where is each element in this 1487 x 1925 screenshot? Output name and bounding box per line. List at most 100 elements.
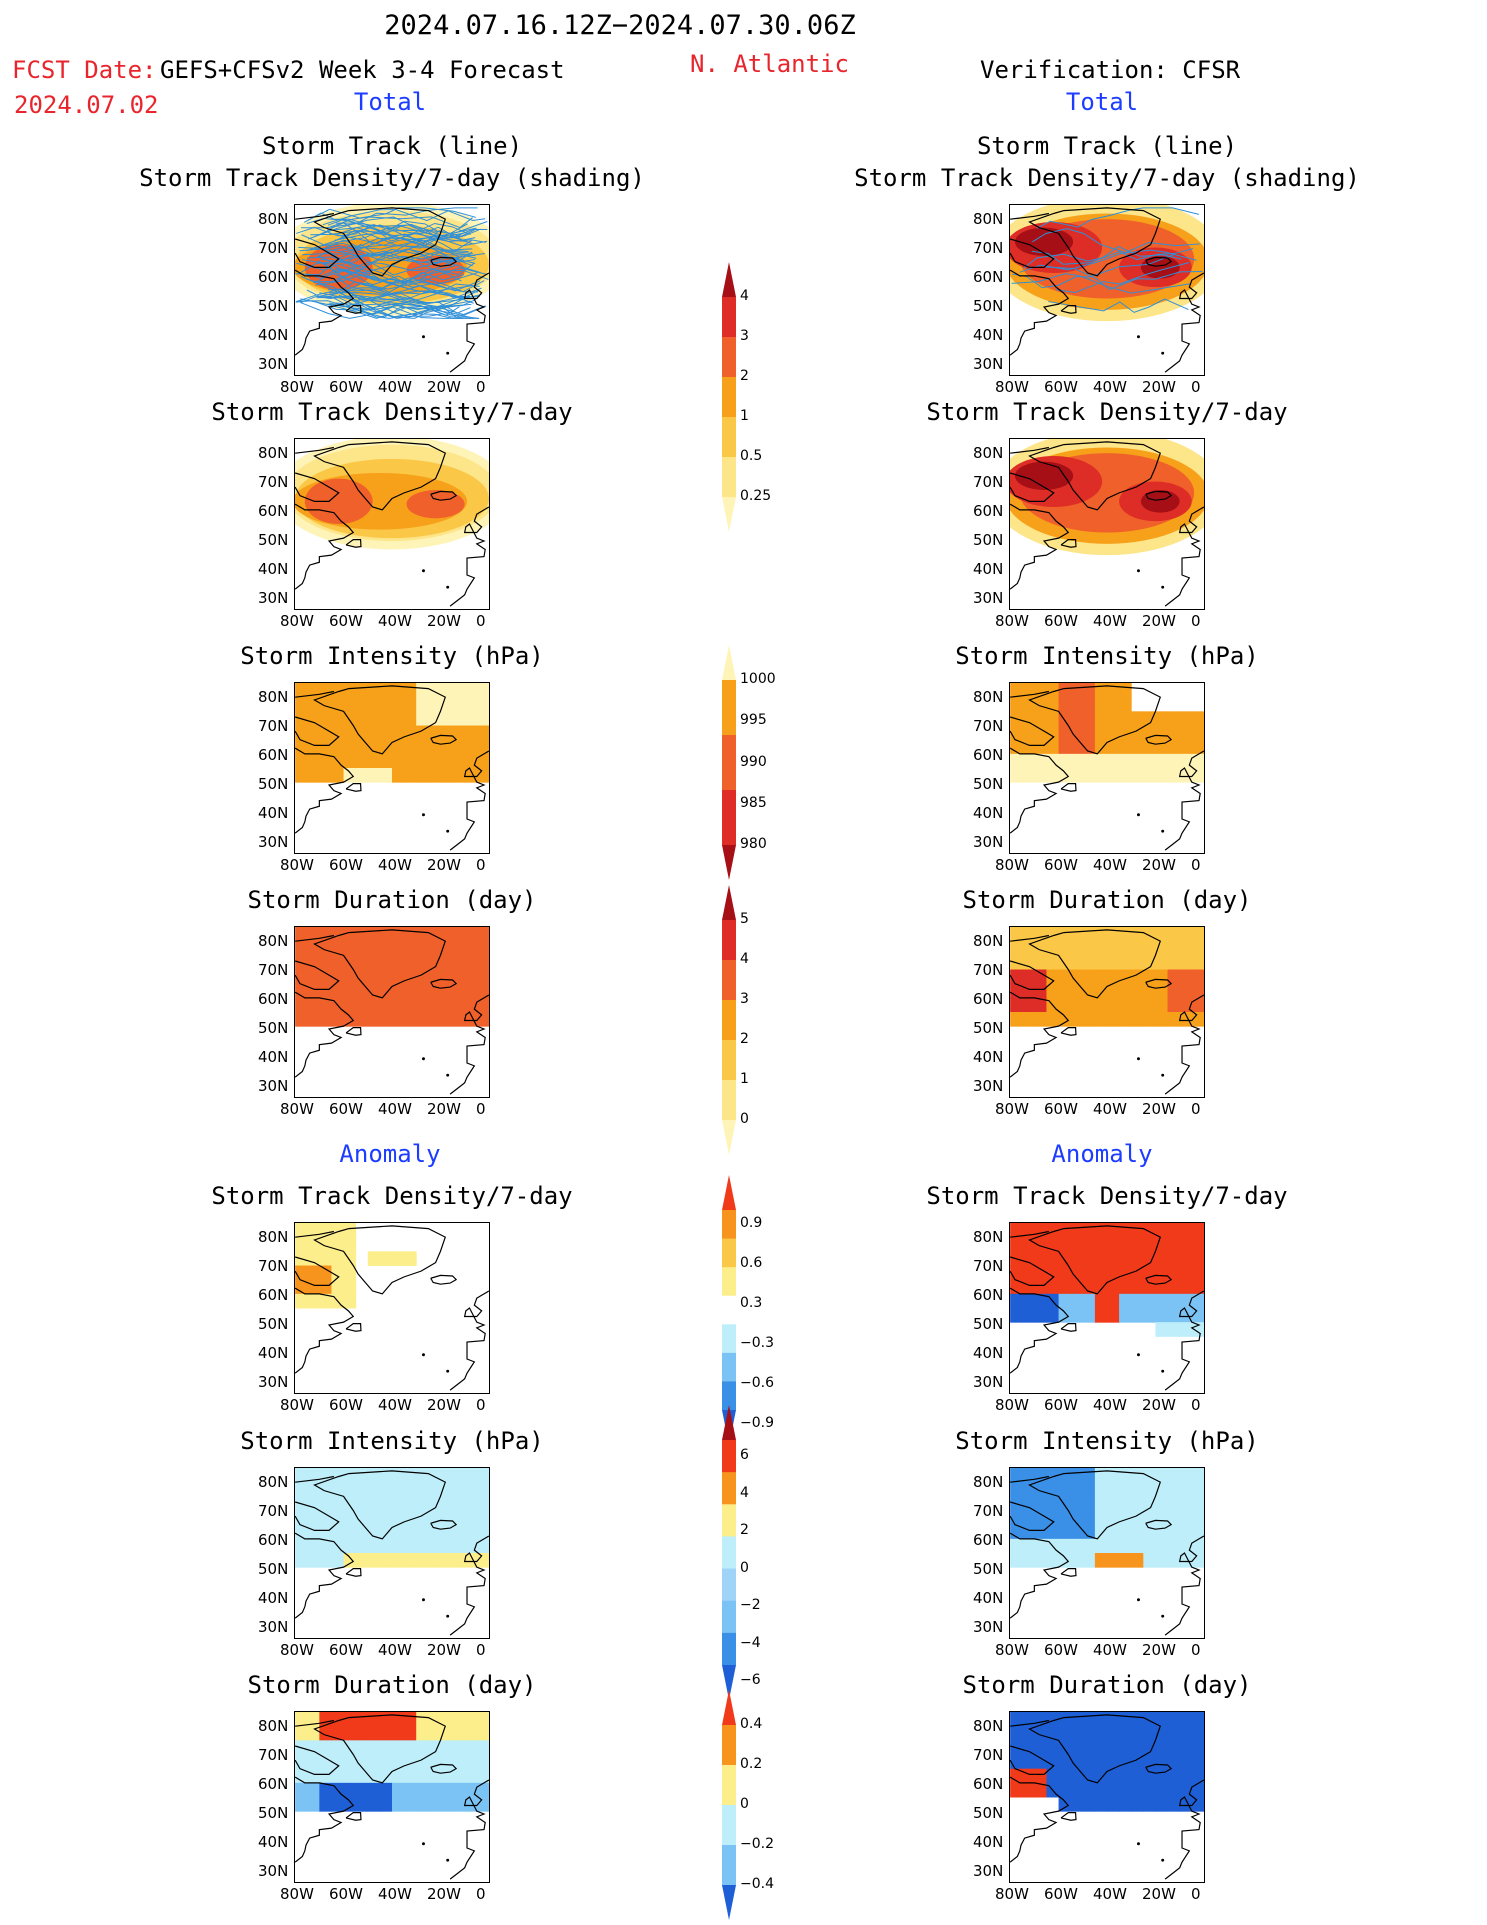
- colorbar-intensity_anom: [722, 1405, 782, 1700]
- lat-label: 30N: [973, 355, 1004, 373]
- colorbar-duration_total: [722, 885, 782, 1155]
- coastline: [1010, 929, 1204, 1095]
- lon-label: 0: [1191, 1100, 1201, 1118]
- colorbar-label: −0.3: [740, 1335, 774, 1352]
- lat-label: 80N: [258, 688, 289, 706]
- lat-label: 30N: [258, 833, 289, 851]
- lon-label: 20W: [427, 1100, 461, 1118]
- lon-label: 60W: [1044, 856, 1078, 874]
- lat-label: 80N: [258, 1473, 289, 1491]
- colorbar-label: −0.9: [740, 1415, 774, 1432]
- map-panel: [1009, 1467, 1205, 1639]
- lon-label: 20W: [1142, 1100, 1176, 1118]
- panel-title: Storm Track (line): [261, 132, 523, 160]
- lat-label: 60N: [973, 502, 1004, 520]
- coastline: [295, 1470, 489, 1636]
- lat-label: 60N: [973, 746, 1004, 764]
- fcst-date-label: FCST Date:: [12, 56, 157, 84]
- lat-label: 40N: [973, 1048, 1004, 1066]
- colorbar-label: 0.2: [740, 1756, 763, 1772]
- colorbar-label: 0.25: [740, 488, 772, 504]
- coastline: [1010, 1470, 1204, 1636]
- map-panel: [1009, 1222, 1205, 1394]
- period-title: 2024.07.16.12Z−2024.07.30.06Z: [384, 10, 856, 41]
- lon-label: 60W: [1044, 378, 1078, 396]
- lon-label: 40W: [378, 612, 412, 630]
- lat-label: 80N: [973, 1228, 1004, 1246]
- lon-label: 80W: [995, 1885, 1029, 1903]
- map-panel: [294, 1711, 490, 1883]
- right-total-label: Total: [1065, 88, 1139, 116]
- lat-label: 80N: [973, 444, 1004, 462]
- lat-label: 70N: [973, 239, 1004, 257]
- colorbar-label: 1: [740, 408, 749, 424]
- map-panel: [1009, 204, 1205, 376]
- lat-label: 30N: [258, 1862, 289, 1880]
- colorbar-label: −0.6: [740, 1375, 774, 1392]
- colorbar-label: 2: [740, 1522, 749, 1539]
- lat-label: 40N: [973, 1589, 1004, 1607]
- lat-label: 70N: [258, 1746, 289, 1764]
- colorbar-label: 3: [740, 328, 749, 344]
- lon-label: 80W: [280, 612, 314, 630]
- lat-label: 60N: [973, 990, 1004, 1008]
- lat-label: 60N: [258, 1531, 289, 1549]
- colorbar-label: 985: [740, 794, 767, 811]
- lon-label: 0: [476, 612, 486, 630]
- lon-label: 40W: [378, 1885, 412, 1903]
- lat-label: 50N: [258, 531, 289, 549]
- lon-label: 80W: [995, 378, 1029, 396]
- colorbar-label: 995: [740, 712, 767, 729]
- map-panel: [294, 204, 490, 376]
- coastline: [1010, 207, 1204, 373]
- lat-label: 50N: [973, 531, 1004, 549]
- lat-label: 30N: [973, 833, 1004, 851]
- lon-label: 0: [476, 378, 486, 396]
- left-total-label: Total: [353, 88, 427, 116]
- lat-label: 60N: [258, 746, 289, 764]
- lon-label: 60W: [1044, 1396, 1078, 1414]
- lon-label: 20W: [427, 612, 461, 630]
- colorbar-duration_anom: [722, 1690, 782, 1920]
- lon-label: 60W: [329, 1885, 363, 1903]
- map-panel: [294, 438, 490, 610]
- lat-label: 40N: [973, 326, 1004, 344]
- colorbar-label: 6: [740, 1447, 749, 1464]
- lat-label: 50N: [258, 1804, 289, 1822]
- lon-label: 60W: [1044, 612, 1078, 630]
- lon-label: 40W: [1093, 1100, 1127, 1118]
- density-anomaly-shading: [295, 1223, 417, 1309]
- map-panel: [294, 1222, 490, 1394]
- lat-label: 60N: [973, 268, 1004, 286]
- lat-label: 70N: [973, 1746, 1004, 1764]
- coastline: [295, 929, 489, 1095]
- lon-label: 0: [476, 856, 486, 874]
- lat-label: 70N: [258, 1502, 289, 1520]
- lon-label: 80W: [995, 856, 1029, 874]
- lat-label: 60N: [973, 1775, 1004, 1793]
- lat-label: 60N: [258, 502, 289, 520]
- lat-label: 50N: [258, 775, 289, 793]
- panel-title: Storm Track Density/7-day: [926, 398, 1288, 426]
- lon-label: 80W: [995, 1641, 1029, 1659]
- lat-label: 50N: [973, 297, 1004, 315]
- panel-title: Storm Intensity (hPa): [955, 642, 1259, 670]
- storm-tracks: [295, 207, 489, 319]
- lon-label: 20W: [1142, 612, 1176, 630]
- map-panel: [294, 1467, 490, 1639]
- panel-title: Storm Track Density/7-day: [211, 1182, 573, 1210]
- colorbar-label: −4: [740, 1634, 761, 1651]
- lat-label: 80N: [973, 688, 1004, 706]
- panel-title: Storm Intensity (hPa): [955, 1427, 1259, 1455]
- lon-label: 0: [476, 1641, 486, 1659]
- coastline: [295, 685, 489, 851]
- lat-label: 40N: [258, 1048, 289, 1066]
- lat-label: 60N: [973, 1286, 1004, 1304]
- duration-shading: [1010, 927, 1204, 1027]
- lat-label: 60N: [258, 268, 289, 286]
- colorbar-label: 1: [740, 1071, 749, 1087]
- model-label: GEFS+CFSv2 Week 3-4 Forecast: [160, 56, 565, 84]
- lat-label: 80N: [258, 932, 289, 950]
- density-shading: [1010, 439, 1204, 556]
- colorbar-label: 0.3: [740, 1295, 763, 1312]
